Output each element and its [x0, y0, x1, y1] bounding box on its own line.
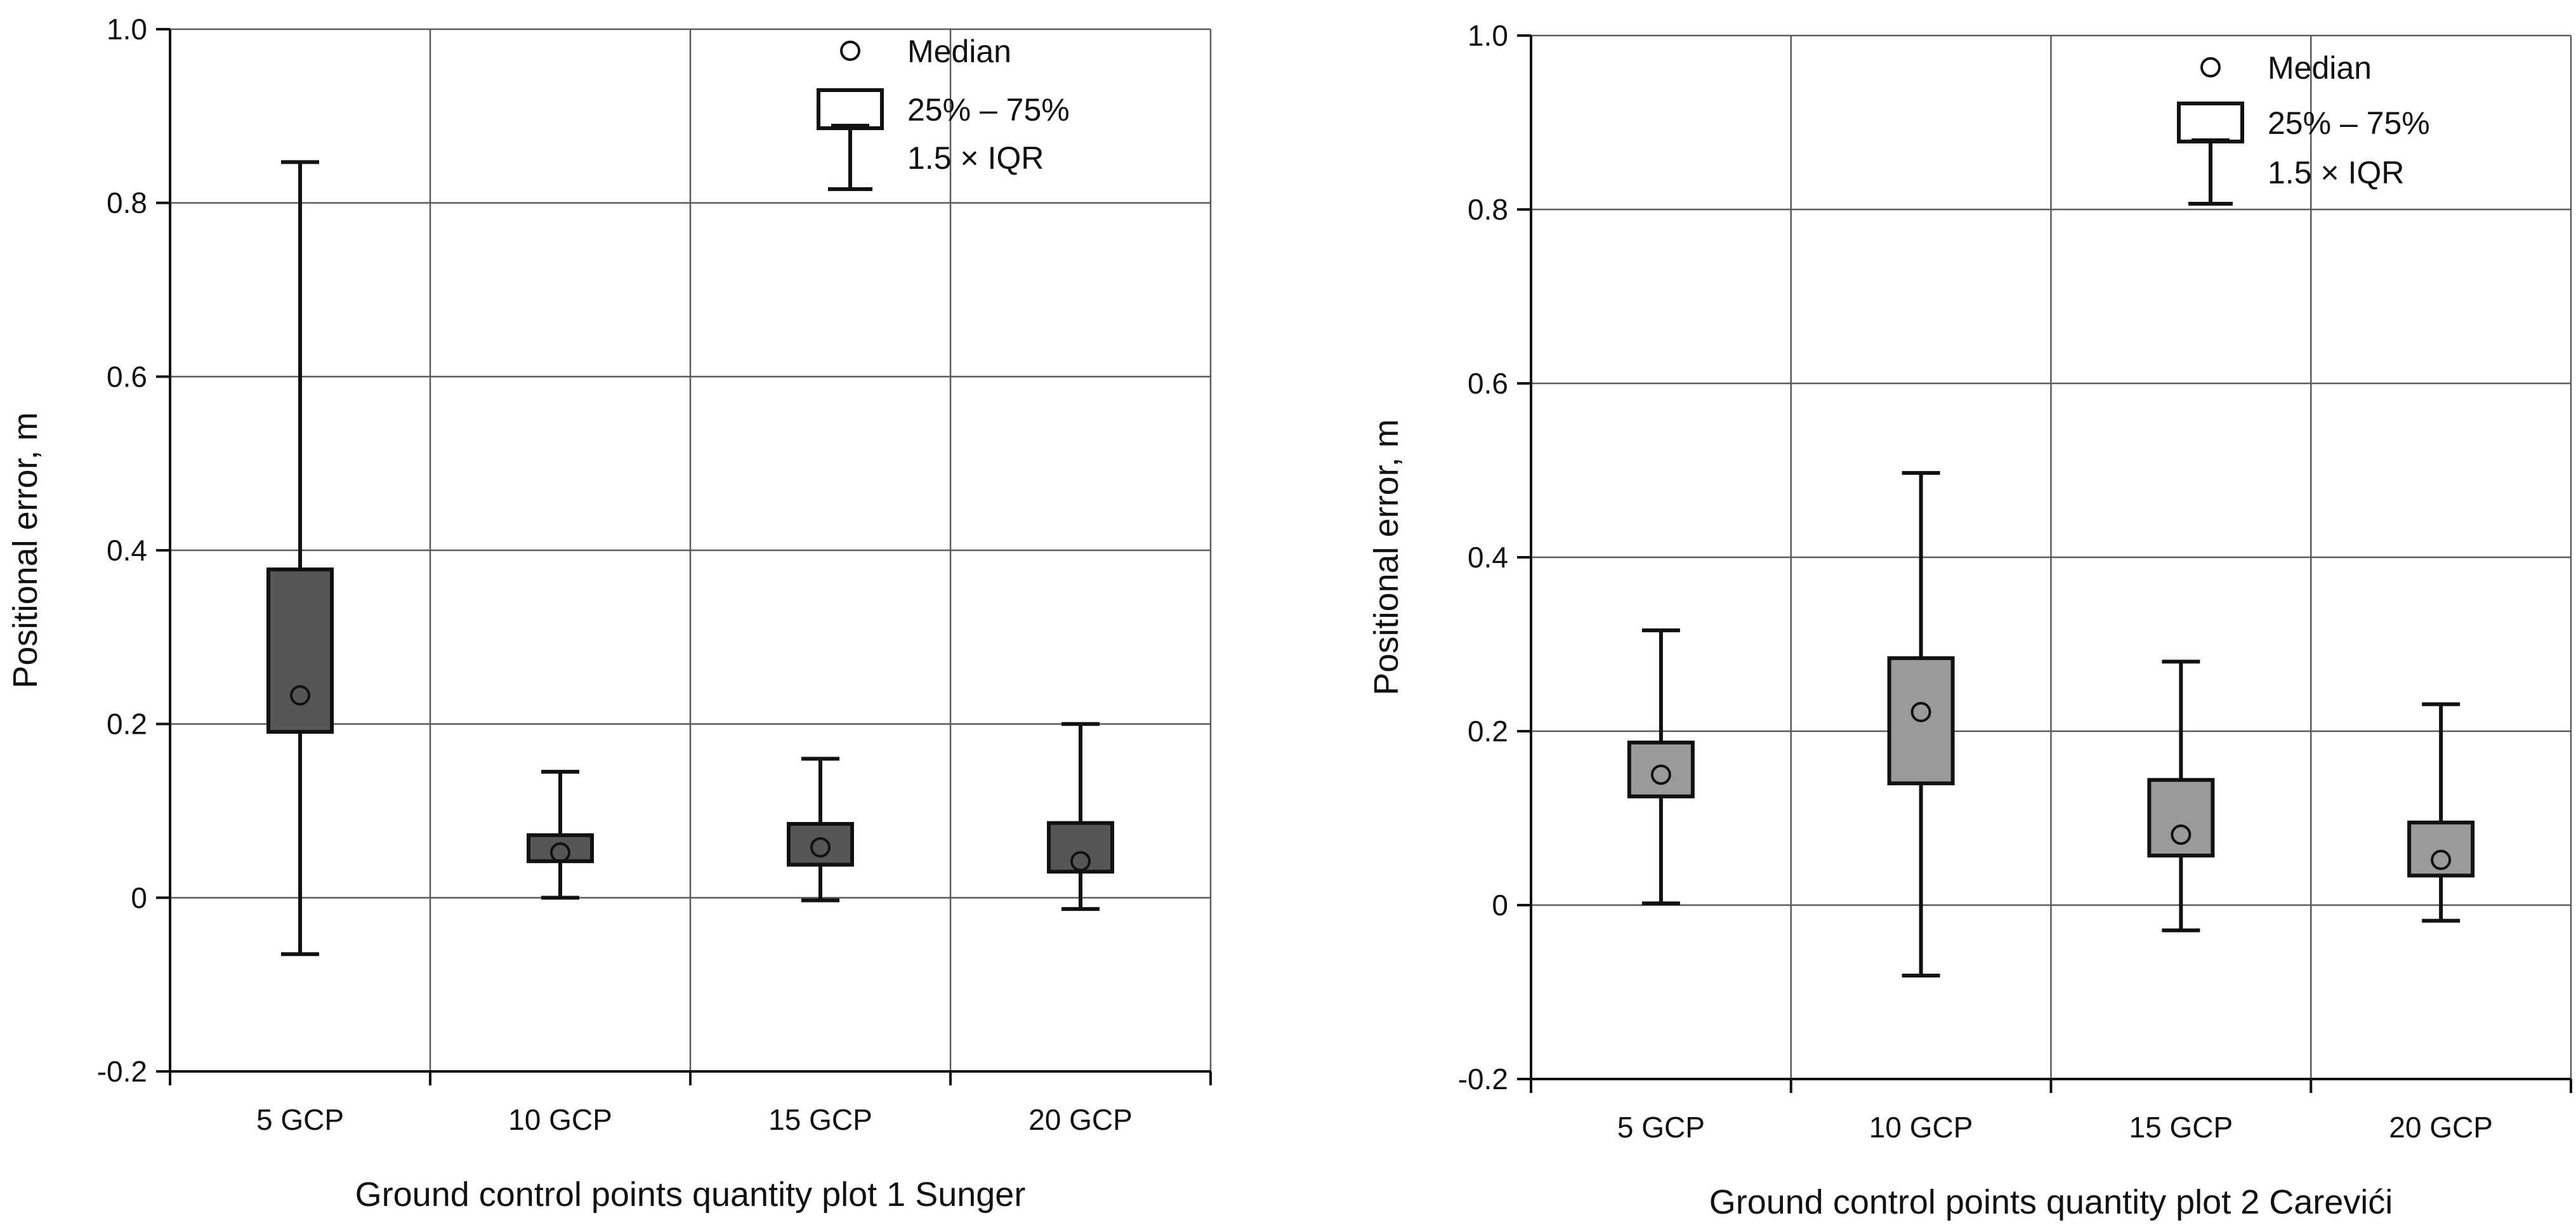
legend-median-label: Median: [2268, 50, 2372, 86]
median-marker: [810, 837, 831, 858]
legend-median-label: Median: [907, 34, 1011, 69]
median-marker: [2431, 849, 2452, 870]
median-marker: [1650, 764, 1671, 785]
x-tick-label: 5 GCP: [1617, 1111, 1705, 1144]
legend-whisker-label: 1.5 × IQR: [907, 140, 1044, 176]
y-tick-label: 0.6: [107, 360, 147, 393]
y-tick-label: 0: [131, 881, 147, 914]
y-tick-label: 1.0: [1468, 19, 1508, 52]
y-tick-label: 0.6: [1468, 367, 1508, 400]
legend-box-label: 25% – 75%: [907, 92, 1070, 128]
chart-panel-carevici: -0.2 0 0.2 0.4 0.6 0.8 1.0 5 GCP 10 GCP 15 GCP 20 …: [1367, 19, 2572, 1221]
iqr-box: [266, 567, 334, 734]
y-tick-label: 1.0: [107, 13, 147, 46]
legend-median-symbol: [840, 41, 860, 61]
x-tick-label: 15 GCP: [2129, 1111, 2233, 1144]
x-axis-title: Ground control points quantity plot 1 Su…: [355, 1176, 1026, 1214]
median-marker: [550, 842, 570, 863]
x-tick-label: 20 GCP: [1028, 1103, 1133, 1136]
iqr-box: [1627, 740, 1695, 798]
y-tick-label: 0.8: [1468, 193, 1508, 226]
x-tick-label: 10 GCP: [1869, 1111, 1973, 1144]
y-tick-label: -0.2: [97, 1055, 147, 1088]
y-tick-label: 0.8: [107, 187, 147, 220]
x-tick-label: 10 GCP: [508, 1103, 612, 1136]
x-tick-label: 20 GCP: [2389, 1111, 2493, 1144]
median-marker: [1910, 701, 1931, 722]
iqr-box: [527, 833, 594, 863]
iqr-box: [1887, 656, 1955, 786]
iqr-box: [1047, 821, 1114, 874]
legend-median-symbol: [2200, 57, 2221, 77]
x-axis-title: Ground control points quantity plot 2 Ca…: [1709, 1183, 2393, 1221]
y-axis-title: Positional error, m: [6, 412, 44, 688]
median-marker: [2171, 825, 2192, 845]
median-marker: [290, 685, 310, 706]
legend-whisker-label: 1.5 × IQR: [2268, 155, 2404, 190]
y-tick-label: 0.4: [107, 534, 147, 567]
x-tick-label: 15 GCP: [768, 1103, 872, 1136]
x-tick-label: 5 GCP: [256, 1103, 344, 1136]
y-tick-label: 0: [1492, 889, 1508, 922]
iqr-box: [2407, 820, 2475, 878]
iqr-box: [787, 822, 854, 867]
median-marker: [1070, 851, 1091, 871]
y-tick-label: 0.4: [1468, 541, 1508, 574]
legend-box-label: 25% – 75%: [2268, 105, 2430, 141]
y-tick-label: 0.2: [107, 708, 147, 741]
y-tick-label: -0.2: [1458, 1063, 1508, 1096]
chart-panel-sunger: -0.2 0 0.2 0.4 0.6 0.8 1.0 5 GCP 10 GCP 15 GCP 20 …: [6, 13, 1212, 1214]
y-axis-title: Positional error, m: [1367, 419, 1405, 695]
y-tick-label: 0.2: [1468, 715, 1508, 748]
